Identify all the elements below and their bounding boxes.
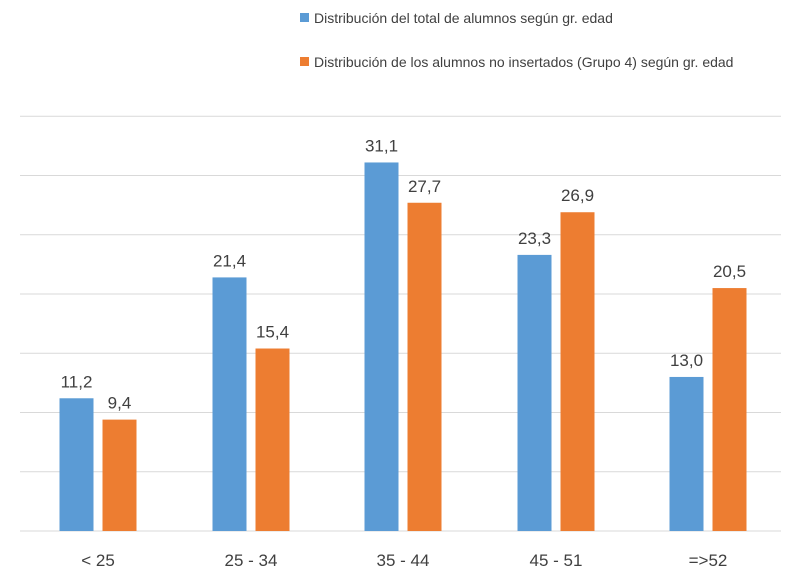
data-label: 31,1 — [365, 136, 398, 155]
bar-series-1-0 — [102, 419, 137, 531]
x-tick-label: =>52 — [689, 551, 728, 570]
data-label: 27,7 — [408, 177, 441, 196]
bar-series-1-2 — [407, 202, 442, 531]
bar-series-0-4 — [669, 376, 704, 531]
chart-x-axis-labels: < 25 25 - 34 35 - 44 45 - 51 =>52 — [81, 551, 727, 570]
chart-gridlines — [20, 115, 781, 532]
legend-swatch — [300, 57, 309, 66]
bar-series-0-3 — [517, 254, 552, 531]
legend-entry: Distribución del total de alumnos según … — [314, 10, 613, 26]
x-tick-label: 45 - 51 — [530, 551, 583, 570]
x-tick-label: < 25 — [81, 551, 115, 570]
bar-series-0-2 — [364, 162, 399, 531]
data-label: 23,3 — [518, 229, 551, 248]
x-tick-label: 25 - 34 — [225, 551, 278, 570]
bar-series-1-4 — [712, 288, 747, 531]
chart-bars — [59, 162, 747, 532]
bar-series-0-0 — [59, 398, 94, 531]
legend-entry: Distribución de los alumnos no insertado… — [314, 54, 733, 70]
bar-series-1-1 — [255, 348, 290, 531]
bar-series-0-1 — [212, 277, 247, 531]
data-label: 9,4 — [108, 394, 132, 413]
chart-legend: Distribución del total de alumnos según … — [300, 10, 733, 70]
data-label: 11,2 — [61, 372, 93, 391]
data-label: 26,9 — [561, 186, 594, 205]
legend-swatch — [300, 13, 309, 22]
data-label: 15,4 — [256, 323, 289, 342]
data-label: 20,5 — [713, 262, 746, 281]
chart-data-labels: 11,2 9,4 21,4 15,4 31,1 27,7 23,3 26,9 13,0 20,5 — [61, 136, 746, 412]
data-label: 21,4 — [213, 251, 246, 270]
bar-series-1-3 — [560, 212, 595, 532]
data-label: 13,0 — [670, 351, 703, 370]
x-tick-label: 35 - 44 — [377, 551, 430, 570]
